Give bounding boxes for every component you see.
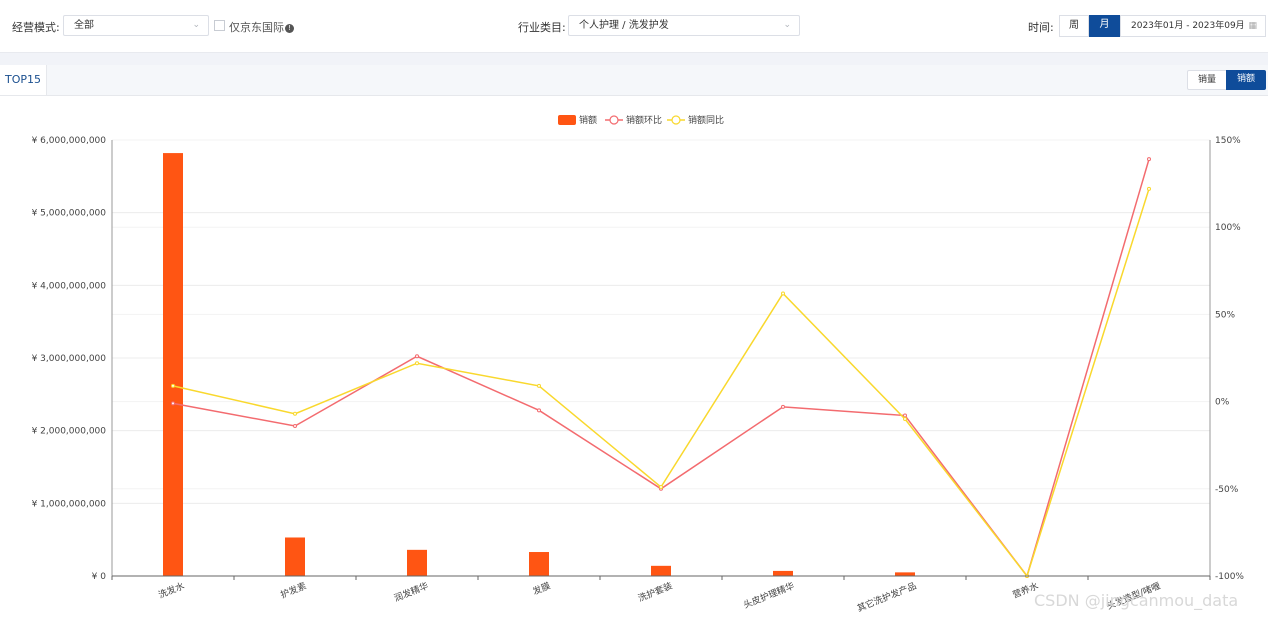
yoy-line-point [171,383,175,388]
y-left-tick-label: ¥ 5,000,000,000 [32,209,107,219]
y-left-tick-label: ¥ 3,000,000,000 [32,354,107,364]
bar [529,552,549,576]
metric-quantity-button[interactable]: 销量 [1187,70,1227,90]
bar-series [163,153,1159,576]
category-select[interactable]: 个人护理 / 洗发护发 ⌄ [568,15,800,36]
yoy-line-point [415,361,419,366]
legend-label: 销额同比 [688,114,724,126]
yoy-line-point [537,383,541,388]
bar [285,537,305,576]
tab-top15[interactable]: TOP15 [0,65,47,95]
yoy-line-point [1147,186,1151,191]
x-tick-label: 发膜 [531,580,552,598]
mom-line-point [537,408,541,413]
bar [163,153,183,576]
y-left-tick-label: ¥ 2,000,000,000 [32,427,107,437]
calendar-icon: ▦ [1248,21,1257,31]
tab-bar: TOP15 销量 销额 [0,65,1268,96]
sales-chart: ¥ 0 ¥ 1,000,000,000 ¥ 2,000,000,000 ¥ 3,000… [32,114,1245,614]
bar [651,565,671,576]
mom-line-point [781,404,785,409]
chart-grid [112,139,1210,577]
yoy-line-point [781,291,785,296]
y-right-tick-label: -100% [1215,572,1244,582]
x-tick-label: 护发素 [279,580,309,601]
y-right-tick-label: 0% [1215,398,1230,408]
period-month-button[interactable]: 月 [1089,15,1120,37]
mode-select-value: 全部 [74,20,94,31]
y-right-tick-label: 150% [1215,136,1241,146]
chart-axes: ¥ 0 ¥ 1,000,000,000 ¥ 2,000,000,000 ¥ 3,000… [32,136,1245,614]
bar [773,570,793,576]
mom-line-point [171,401,175,406]
y-left-tick-label: ¥ 1,000,000,000 [32,499,107,509]
x-tick-label: 润发精华 [392,580,430,605]
watermark-text: CSDN @jingcanmou_data [1034,591,1239,610]
y-left-tick-label: ¥ 0 [92,572,107,582]
legend-swatch-bar [558,115,576,125]
y-left-tick-label: ¥ 4,000,000,000 [32,281,107,291]
chart-legend: 销额 销额环比 销额同比 [558,114,724,126]
mom-line-point [1147,157,1151,162]
x-tick-label: 头皮护理精华 [742,580,797,611]
mom-line-point [415,354,419,359]
category-select-value: 个人护理 / 洗发护发 [579,20,669,31]
legend-swatch-yoy-marker [671,115,681,125]
filter-bar: 经营模式: 全部 ⌄ 仅京东国际! 行业类目: 个人护理 / 洗发护发 ⌄ 时间… [0,0,1268,53]
bar [895,572,915,576]
y-left-tick-label: ¥ 6,000,000,000 [32,136,107,146]
yoy-line [172,188,1150,578]
category-label: 行业类目: [518,21,566,34]
y-right-tick-label: 100% [1215,223,1241,233]
legend-label: 销额 [579,114,597,126]
section-divider [0,53,1268,65]
metric-amount-button[interactable]: 销额 [1226,70,1266,90]
mode-select[interactable]: 全部 ⌄ [63,15,209,36]
mom-line-point [293,424,297,429]
yoy-line-point [659,485,663,490]
jd-intl-checkbox[interactable] [214,20,225,31]
yoy-line-point [293,411,297,416]
x-tick-label: 其它洗护发产品 [855,580,918,615]
bar [407,549,427,576]
jd-intl-label: 仅京东国际! [229,19,294,35]
date-range-text: 2023年01月 - 2023年09月 [1131,21,1245,31]
info-icon[interactable]: ! [285,24,294,33]
x-tick-label: 洗护套装 [636,580,674,605]
mom-line-point [903,413,907,418]
line-series [171,157,1151,578]
time-label: 时间: [1028,21,1054,34]
mode-label: 经营模式: [12,21,60,34]
jd-intl-text: 仅京东国际 [229,21,284,34]
y-right-tick-label: 50% [1215,310,1235,320]
y-right-tick-label: -50% [1215,485,1239,495]
period-week-button[interactable]: 周 [1059,15,1089,37]
date-range-picker[interactable]: 2023年01月 - 2023年09月 ▦ [1120,15,1266,37]
legend-swatch-mom-marker [609,115,619,125]
x-tick-label: 洗发水 [157,580,187,601]
yoy-line-point [903,417,907,422]
legend-label: 销额环比 [626,114,662,126]
chevron-down-icon: ⌄ [192,20,200,30]
mom-line [172,158,1150,578]
chevron-down-icon: ⌄ [783,20,791,30]
